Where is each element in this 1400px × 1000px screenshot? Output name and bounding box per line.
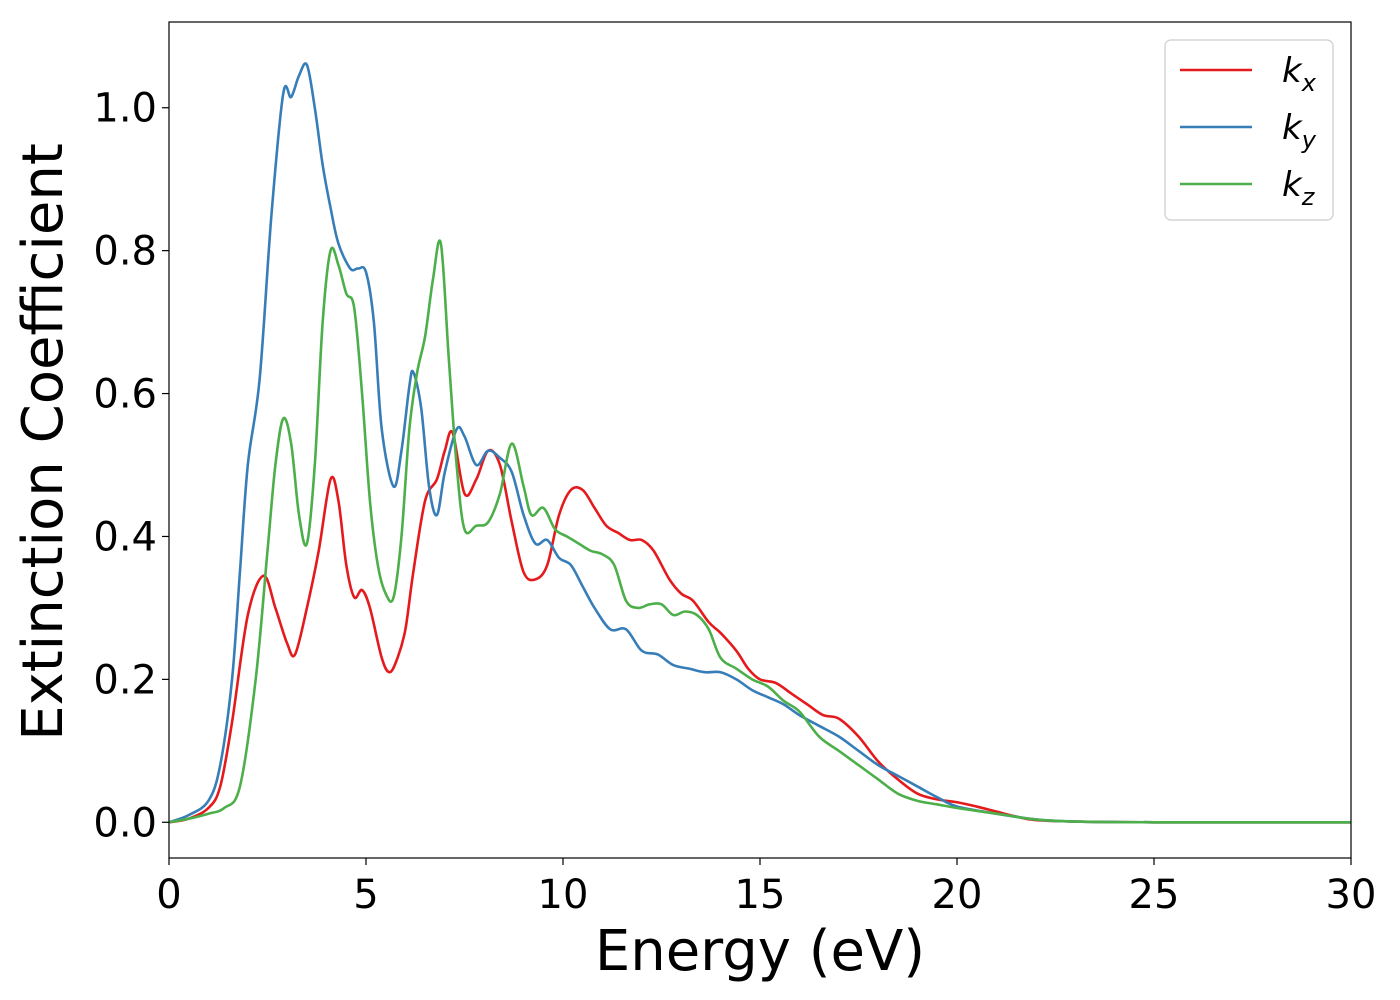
y-tick-label: 0.8 bbox=[93, 229, 157, 275]
x-axis: 0 5 10 15 20 25 30 bbox=[156, 858, 1376, 918]
x-tick-label: 25 bbox=[1129, 872, 1180, 918]
plot-area bbox=[168, 21, 1352, 859]
x-tick-label: 20 bbox=[932, 872, 983, 918]
y-axis: 0.0 0.2 0.4 0.6 0.8 1.0 bbox=[93, 86, 169, 846]
x-tick-label: 30 bbox=[1326, 872, 1377, 918]
y-axis-title: Extinction Coefficient bbox=[11, 143, 76, 741]
x-tick-label: 5 bbox=[353, 872, 378, 918]
series-line-x bbox=[169, 429, 1351, 824]
series-group bbox=[169, 62, 1351, 824]
y-tick-label: 0.2 bbox=[93, 657, 157, 703]
x-tick-label: 15 bbox=[735, 872, 786, 918]
x-tick-label: 10 bbox=[538, 872, 589, 918]
y-tick-label: 0.4 bbox=[93, 514, 157, 560]
legend-frame bbox=[1164, 39, 1334, 221]
x-axis-title: Energy (eV) bbox=[595, 919, 925, 984]
y-tick-label: 0.0 bbox=[93, 800, 157, 846]
series-line-z bbox=[169, 239, 1351, 824]
y-tick-label: 0.6 bbox=[93, 372, 157, 418]
series-line-y bbox=[169, 62, 1351, 824]
x-tick-label: 0 bbox=[156, 872, 181, 918]
y-tick-label: 1.0 bbox=[93, 86, 157, 132]
